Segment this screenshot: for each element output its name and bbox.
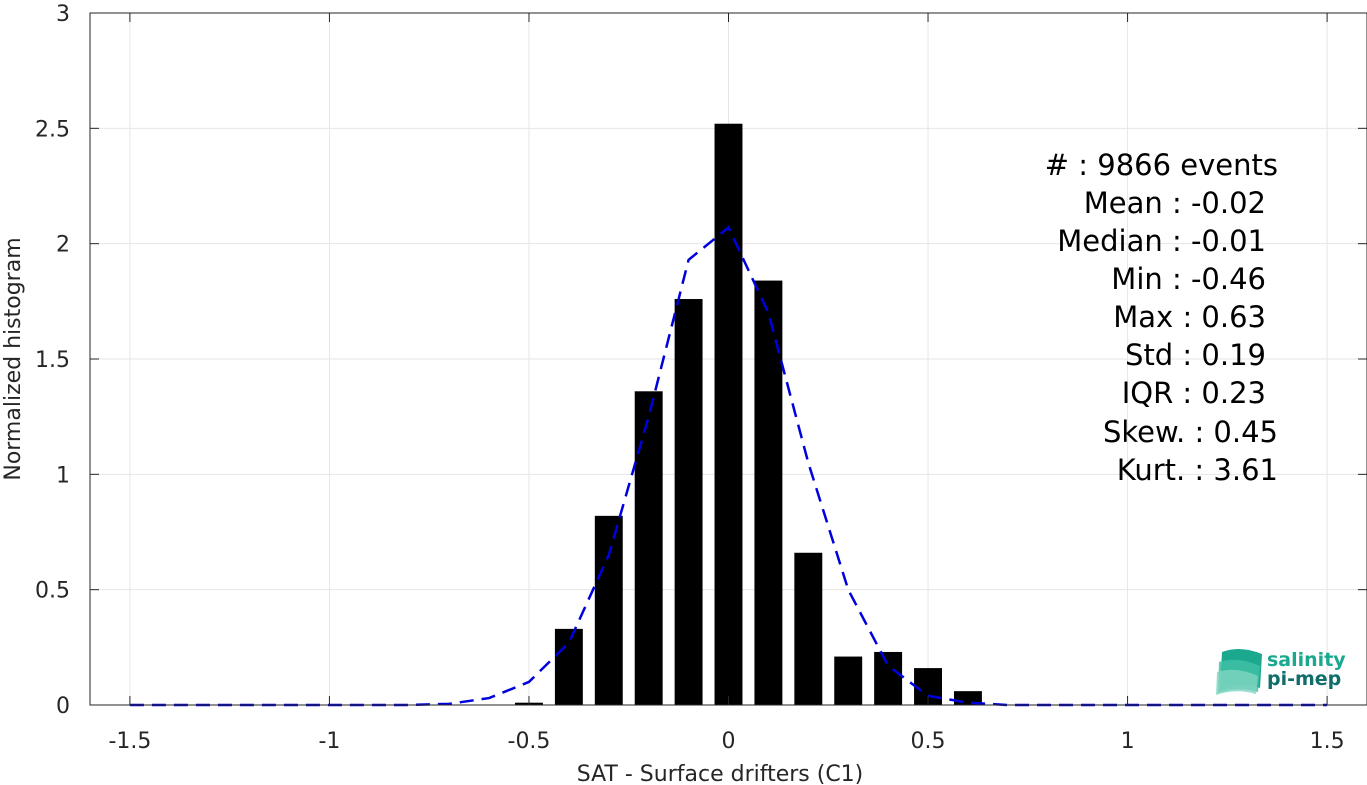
y-tick-label: 0 xyxy=(56,694,70,719)
y-axis-label: Normalized histogram xyxy=(1,237,26,480)
y-tick-label: 2.5 xyxy=(35,117,70,142)
x-tick-label: -0.5 xyxy=(508,729,551,754)
stat-median: Median : -0.01 xyxy=(1057,224,1266,258)
y-tick-label: 0.5 xyxy=(35,579,70,604)
stat-events: # : 9866 events xyxy=(1045,148,1278,182)
y-tick-label: 1 xyxy=(56,463,70,488)
x-tick-label: 1.5 xyxy=(1310,729,1345,754)
logo-text-pi-mep: pi-mep xyxy=(1267,668,1341,690)
histogram-bars xyxy=(515,123,982,706)
logo-text-salinity: salinity xyxy=(1267,649,1346,671)
x-tick-label: 0.5 xyxy=(911,729,946,754)
y-tick-label: 3 xyxy=(56,2,70,27)
y-tick-label: 1.5 xyxy=(35,348,70,373)
x-axis-label: SAT - Surface drifters (C1) xyxy=(577,762,864,785)
stat-iqr: IQR : 0.23 xyxy=(1122,376,1266,410)
logo-waves-icon xyxy=(1216,648,1262,695)
stat-max: Max : 0.63 xyxy=(1113,300,1266,334)
y-tick-labels: 0 0.5 1 1.5 2 2.5 3 xyxy=(35,2,70,719)
histogram-bar xyxy=(714,123,743,706)
histogram-bar xyxy=(674,299,703,705)
histogram-bar xyxy=(834,656,863,705)
stat-mean: Mean : -0.02 xyxy=(1084,186,1266,220)
x-tick-label: 0 xyxy=(722,729,736,754)
y-tick-label: 2 xyxy=(56,233,70,258)
axis-ticks xyxy=(90,12,1367,706)
histogram-bar xyxy=(554,628,583,705)
histogram-bar xyxy=(634,391,663,705)
stat-min: Min : -0.46 xyxy=(1111,262,1266,296)
x-tick-labels: -1.5 -1 -0.5 0 0.5 1 1.5 xyxy=(108,729,1344,754)
histogram-bar xyxy=(754,280,783,705)
histogram-bar xyxy=(794,552,823,705)
x-tick-label: 1 xyxy=(1121,729,1135,754)
statistics-block: # : 9866 events Mean : -0.02 Median : -0… xyxy=(1045,148,1278,487)
stat-skew: Skew. : 0.45 xyxy=(1103,415,1278,449)
x-tick-label: -1 xyxy=(318,729,340,754)
x-tick-label: -1.5 xyxy=(108,729,151,754)
stat-std: Std : 0.19 xyxy=(1125,338,1266,372)
histogram-bar xyxy=(874,651,903,705)
stat-kurt: Kurt. : 3.61 xyxy=(1117,453,1278,487)
histogram-bar xyxy=(594,515,623,705)
salinity-pi-mep-logo: salinity pi-mep xyxy=(1216,648,1346,695)
